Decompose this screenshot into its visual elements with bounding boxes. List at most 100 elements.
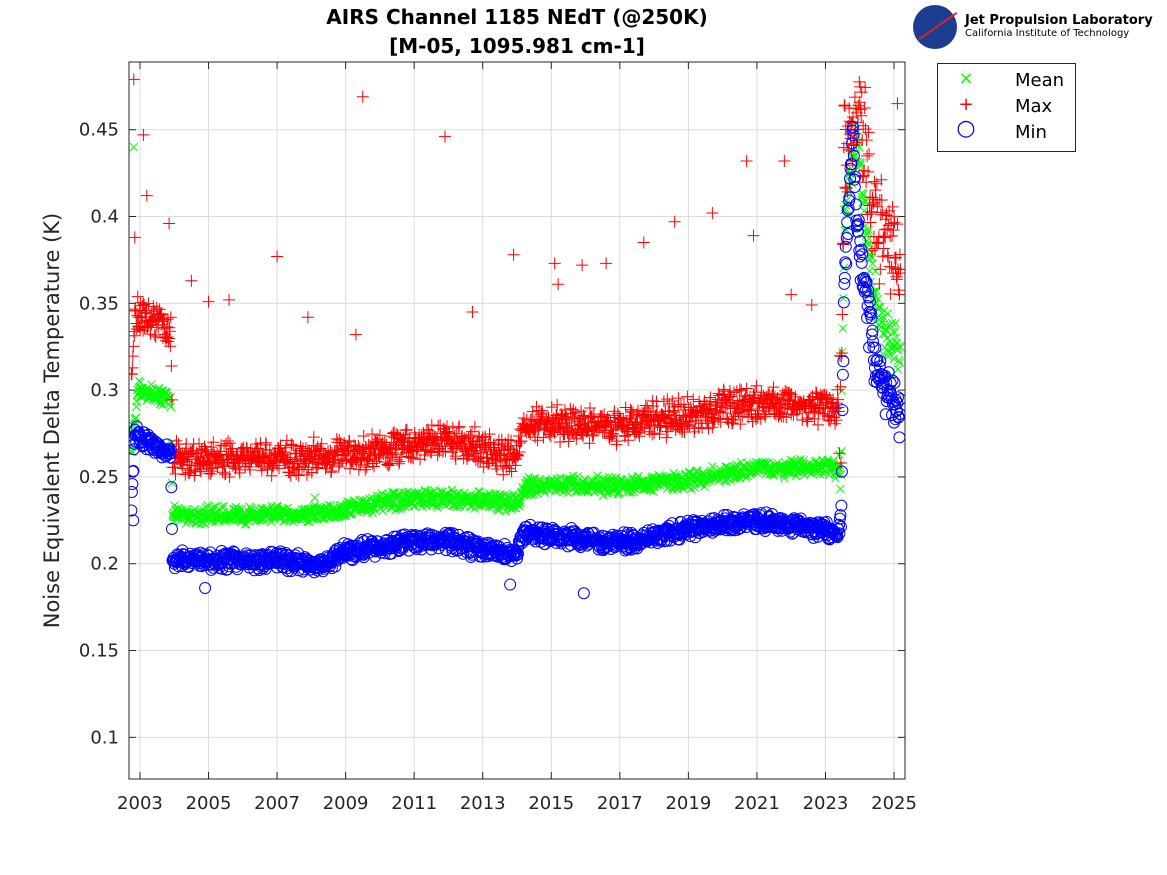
max-point	[173, 445, 186, 458]
mean-point	[470, 494, 479, 504]
chart-title: AIRS Channel 1185 NEdT (@250K)	[326, 5, 708, 29]
mean-point	[864, 225, 873, 235]
legend-label: Max	[1015, 96, 1053, 117]
mean-point	[270, 502, 280, 512]
logo-line2: California Institute of Technology	[965, 28, 1130, 39]
max-point	[215, 439, 228, 452]
min-marker-icon: ○	[956, 116, 976, 141]
mean-point	[889, 354, 899, 364]
max-point	[130, 323, 143, 336]
mean-point	[377, 489, 387, 498]
max-point	[147, 300, 160, 313]
y-tick-label: 0.45	[79, 120, 119, 141]
y-axis-label: Noise Equivalent Delta Temperature (K)	[40, 213, 64, 629]
mean-point	[837, 446, 846, 456]
mean-point	[883, 309, 893, 319]
mean-point	[732, 474, 741, 483]
x-tick-label: 2015	[528, 793, 574, 814]
y-tick-label: 0.2	[90, 554, 119, 575]
max-point	[133, 304, 146, 317]
max-point	[148, 329, 161, 342]
max-point	[223, 470, 236, 483]
mean-point	[877, 317, 887, 327]
mean-point	[385, 496, 395, 505]
chart-subtitle: [M-05, 1095.981 cm-1]	[389, 34, 645, 58]
max-point	[271, 459, 284, 472]
x-tick-label: 2007	[254, 793, 300, 814]
x-tick-label: 2003	[117, 793, 163, 814]
mean-point	[837, 386, 847, 396]
max-point	[194, 465, 207, 478]
max-point	[142, 297, 155, 310]
mean-point	[501, 507, 511, 517]
y-tick-label: 0.35	[79, 293, 119, 314]
mean-point	[273, 502, 282, 512]
max-point	[207, 436, 220, 449]
max-point	[251, 442, 264, 455]
mean-point	[147, 380, 156, 389]
max-point	[204, 468, 217, 481]
mean-point	[868, 259, 877, 268]
mean-point	[859, 206, 869, 216]
max-point	[449, 453, 462, 466]
x-tick-label: 2005	[186, 793, 232, 814]
mean-point	[484, 488, 493, 498]
max-point	[273, 462, 286, 475]
max-point	[425, 446, 438, 459]
max-point	[161, 313, 174, 326]
max-point	[333, 434, 346, 447]
max-point	[287, 439, 300, 452]
max-point	[161, 331, 174, 344]
max-point	[387, 436, 400, 449]
max-point	[315, 437, 328, 450]
mean-point	[166, 402, 176, 412]
mean-point	[788, 459, 797, 469]
max-point	[272, 442, 285, 455]
max-point	[393, 455, 406, 468]
max-point	[307, 431, 320, 444]
max-point	[164, 311, 177, 324]
max-point	[188, 469, 201, 482]
mean-point	[891, 318, 900, 328]
y-tick-label: 0.25	[79, 467, 119, 488]
mean-point	[495, 505, 504, 515]
max-point	[366, 428, 379, 441]
x-tick-label: 2009	[323, 793, 369, 814]
mean-point	[217, 502, 226, 512]
data-markers	[129, 73, 905, 600]
mean-point	[487, 502, 497, 512]
max-point	[310, 461, 323, 474]
mean-point	[730, 461, 740, 471]
y-tick-label: 0.1	[90, 727, 119, 748]
mean-point	[165, 394, 175, 403]
max-point	[325, 465, 338, 478]
mean-point	[305, 517, 314, 526]
max-point	[260, 438, 273, 451]
max-point	[170, 434, 183, 447]
max-point	[205, 441, 218, 454]
max-point	[164, 340, 177, 353]
max-point	[389, 441, 402, 454]
logo-line1: Jet Propulsion Laboratory	[965, 13, 1153, 28]
mean-point	[131, 413, 141, 423]
nasa-meatball-icon	[913, 5, 957, 49]
max-point	[357, 430, 370, 443]
max-point	[368, 460, 381, 473]
max-point	[400, 423, 413, 436]
max-point	[233, 466, 246, 479]
x-tick-label: 2019	[665, 793, 711, 814]
mean-point	[863, 239, 872, 249]
max-point	[359, 463, 372, 476]
legend-item-mean: × Mean	[938, 68, 1075, 94]
mean-point	[401, 488, 411, 498]
mean-point	[361, 496, 371, 506]
max-point	[381, 458, 394, 471]
mean-point	[893, 365, 903, 374]
mean-point	[863, 228, 873, 238]
max-point	[421, 444, 434, 457]
max-point	[399, 424, 412, 437]
y-tick-label: 0.4	[90, 207, 119, 228]
max-point	[163, 325, 176, 338]
